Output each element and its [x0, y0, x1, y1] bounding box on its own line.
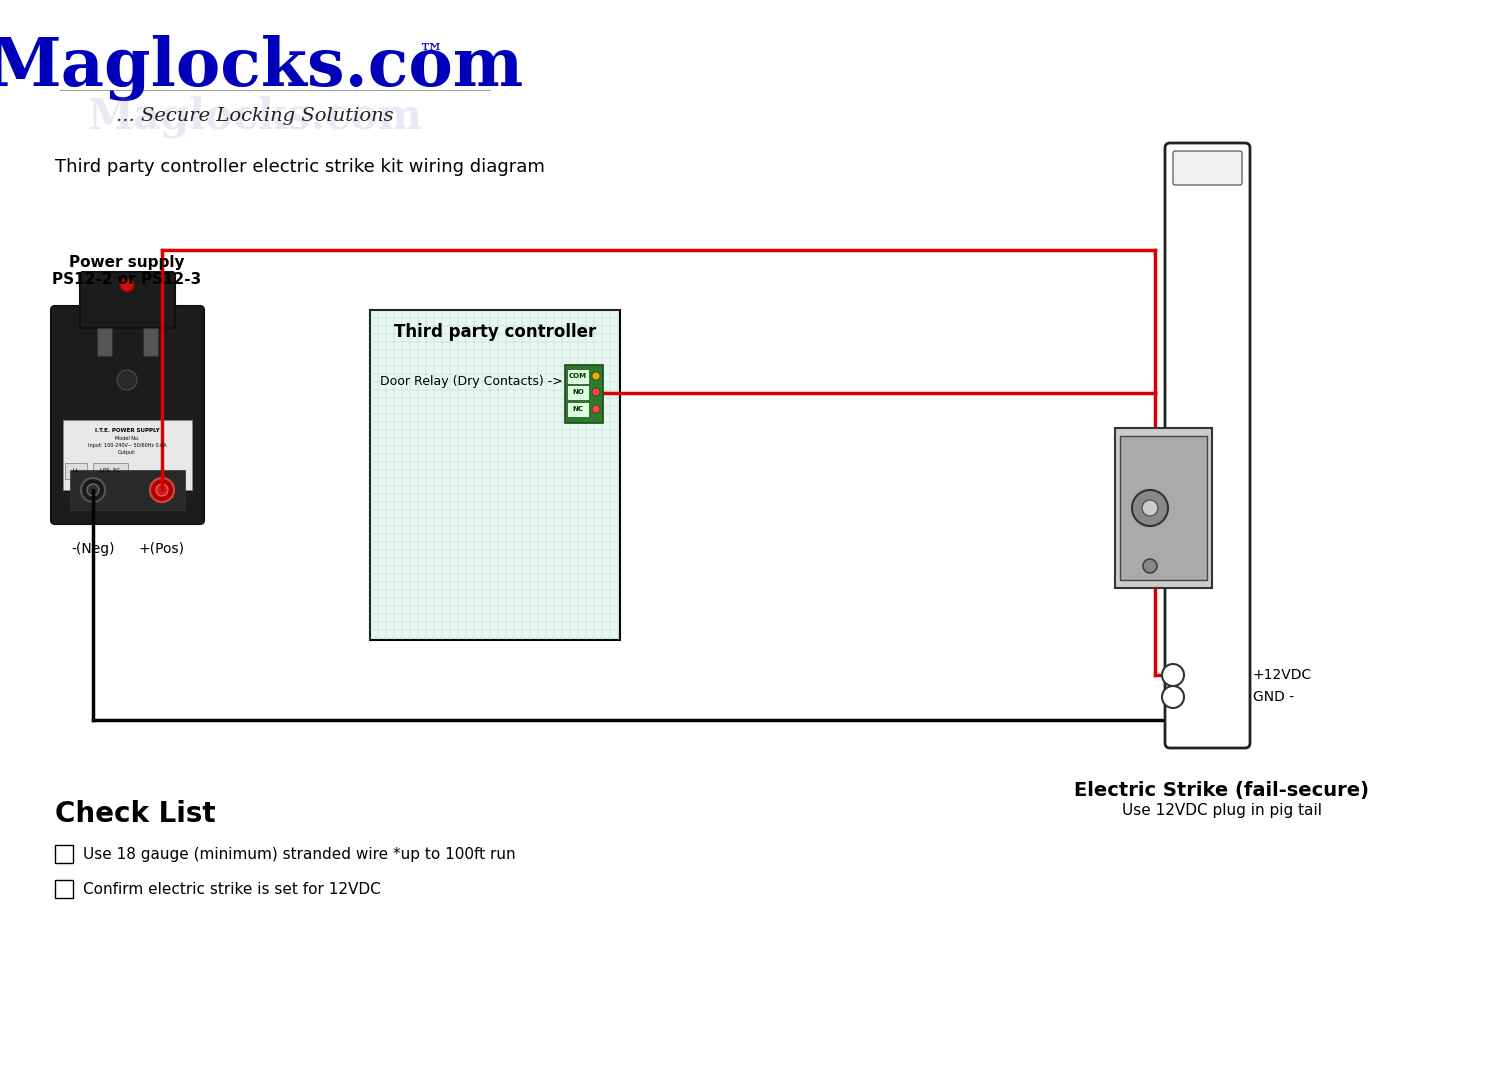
- Text: Third party controller: Third party controller: [394, 323, 596, 341]
- Circle shape: [150, 478, 174, 502]
- Text: Power supply: Power supply: [69, 255, 185, 270]
- Text: Output:: Output:: [117, 450, 137, 455]
- Circle shape: [593, 388, 600, 396]
- Bar: [63, 420, 193, 490]
- Circle shape: [87, 484, 99, 496]
- Text: ™: ™: [418, 42, 444, 65]
- Text: Model No.: Model No.: [114, 436, 140, 441]
- FancyBboxPatch shape: [1173, 151, 1242, 185]
- Circle shape: [593, 405, 600, 413]
- Text: Input: 100-240V~ 50/60Hz 0.6A: Input: 100-240V~ 50/60Hz 0.6A: [87, 443, 167, 448]
- Circle shape: [1142, 500, 1158, 516]
- Bar: [567, 385, 590, 400]
- FancyBboxPatch shape: [1166, 143, 1250, 748]
- Bar: [56, 880, 74, 898]
- Bar: [567, 369, 590, 384]
- Text: UL: UL: [72, 468, 80, 474]
- Text: Electric Strike (fail-secure): Electric Strike (fail-secure): [1074, 781, 1370, 800]
- Bar: [143, 328, 158, 356]
- Text: Use 18 gauge (minimum) stranded wire *up to 100ft run: Use 18 gauge (minimum) stranded wire *up…: [83, 847, 516, 862]
- Text: Maglocks.com: Maglocks.com: [0, 35, 523, 100]
- Text: +12VDC: +12VDC: [1253, 668, 1313, 682]
- Text: Confirm electric strike is set for 12VDC: Confirm electric strike is set for 12VDC: [83, 882, 381, 897]
- Bar: [1114, 428, 1212, 588]
- Bar: [567, 402, 590, 417]
- Bar: [93, 463, 128, 479]
- Bar: [1120, 436, 1208, 580]
- Text: Maglocks.com: Maglocks.com: [87, 95, 423, 138]
- Bar: [65, 463, 87, 479]
- Text: Door Relay (Dry Contacts) ->: Door Relay (Dry Contacts) ->: [381, 375, 562, 388]
- Bar: [71, 470, 185, 510]
- Text: GND -: GND -: [1253, 690, 1293, 704]
- Text: NO: NO: [572, 389, 584, 396]
- Circle shape: [117, 370, 137, 390]
- Circle shape: [1143, 559, 1157, 573]
- Text: Check List: Check List: [56, 800, 215, 828]
- Text: NC: NC: [573, 406, 584, 412]
- Text: ... Secure Locking Solutions: ... Secure Locking Solutions: [116, 107, 394, 125]
- Circle shape: [1163, 664, 1184, 686]
- Text: Third party controller electric strike kit wiring diagram: Third party controller electric strike k…: [56, 158, 544, 176]
- Circle shape: [1133, 490, 1169, 526]
- Bar: [56, 845, 74, 863]
- Circle shape: [81, 478, 105, 502]
- Bar: [370, 310, 620, 640]
- Text: LPS  FC: LPS FC: [99, 468, 120, 474]
- Text: COM: COM: [569, 373, 587, 379]
- Circle shape: [156, 484, 168, 496]
- Circle shape: [1163, 686, 1184, 708]
- Text: I.T.E. POWER SUPPLY: I.T.E. POWER SUPPLY: [95, 428, 159, 433]
- Text: PS12-2 or PS12-3: PS12-2 or PS12-3: [53, 272, 202, 286]
- Bar: [566, 365, 603, 423]
- Text: Use 12VDC plug in pig tail: Use 12VDC plug in pig tail: [1122, 803, 1322, 818]
- Text: +(Pos): +(Pos): [138, 542, 185, 556]
- Bar: [96, 328, 111, 356]
- FancyBboxPatch shape: [51, 306, 205, 524]
- FancyBboxPatch shape: [80, 272, 174, 328]
- Circle shape: [120, 278, 134, 292]
- Circle shape: [593, 372, 600, 379]
- Text: -(Neg): -(Neg): [71, 542, 114, 556]
